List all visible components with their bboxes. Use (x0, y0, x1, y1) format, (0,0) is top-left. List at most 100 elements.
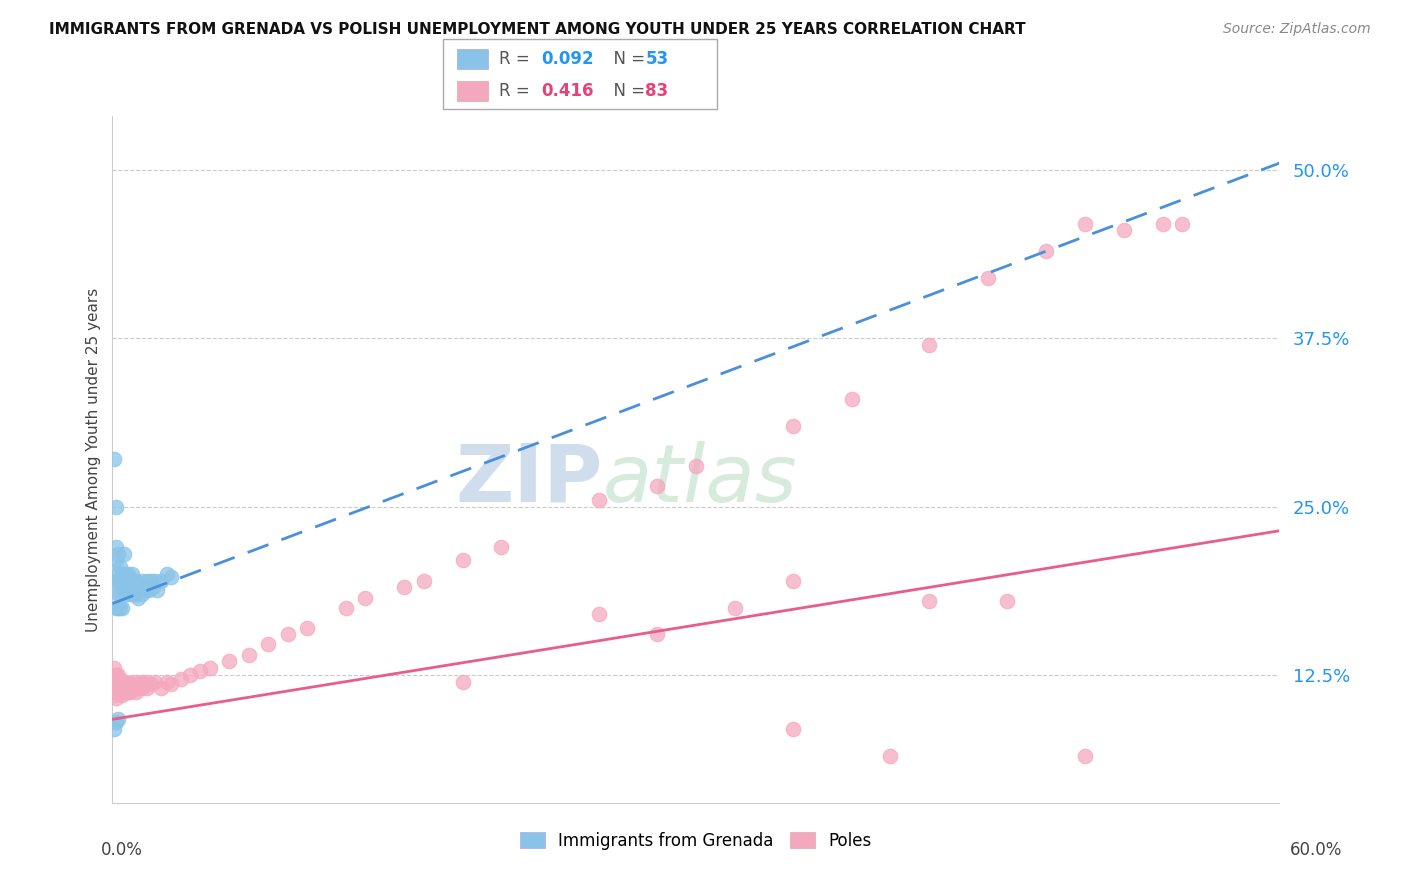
Text: 60.0%: 60.0% (1291, 840, 1343, 858)
Text: ZIP: ZIP (456, 441, 603, 519)
Point (110, 587, 132, 601)
Point (122, 674, 145, 689)
Point (107, 681, 129, 696)
Point (121, 681, 143, 696)
Text: 0.0%: 0.0% (101, 840, 143, 858)
Point (107, 587, 129, 601)
Point (1171, 217, 1194, 231)
Point (110, 685, 132, 699)
Point (125, 574, 148, 588)
Point (105, 540, 128, 554)
Point (103, 688, 125, 702)
Point (111, 674, 134, 689)
Point (107, 600, 129, 615)
Text: 0.092: 0.092 (541, 50, 593, 68)
Point (138, 582, 160, 597)
Point (115, 677, 138, 691)
Point (131, 681, 153, 696)
Point (169, 672, 191, 686)
Point (115, 685, 138, 699)
Text: atlas: atlas (603, 441, 797, 519)
Point (160, 677, 183, 691)
Point (125, 685, 148, 699)
Point (118, 587, 141, 601)
Point (1152, 217, 1174, 231)
Text: R =: R = (499, 50, 536, 68)
Point (276, 627, 298, 641)
Point (179, 668, 201, 682)
Point (451, 553, 474, 567)
Point (125, 587, 148, 601)
Point (111, 580, 134, 594)
Point (117, 685, 139, 699)
Point (111, 600, 134, 615)
Point (107, 566, 129, 581)
Point (198, 661, 221, 675)
Point (115, 587, 138, 601)
Point (111, 566, 134, 581)
Point (136, 574, 159, 588)
Point (976, 270, 998, 285)
Point (412, 574, 434, 588)
Point (127, 681, 149, 696)
Point (105, 553, 128, 567)
Point (136, 681, 159, 696)
Point (112, 681, 135, 696)
Point (685, 459, 707, 474)
Point (132, 577, 155, 591)
Point (918, 594, 941, 608)
Point (107, 574, 129, 588)
Point (110, 677, 132, 691)
Point (112, 566, 135, 581)
Text: 0.416: 0.416 (541, 82, 593, 100)
Point (122, 574, 145, 588)
Point (107, 685, 129, 699)
Point (112, 685, 135, 699)
Point (588, 492, 610, 507)
Point (105, 690, 128, 705)
Point (103, 674, 125, 689)
Point (257, 637, 280, 651)
Point (1035, 244, 1057, 258)
Point (121, 677, 143, 691)
Point (115, 674, 138, 689)
Point (110, 560, 132, 574)
Text: 53: 53 (645, 50, 668, 68)
Text: N =: N = (603, 82, 651, 100)
Point (110, 674, 132, 689)
Point (110, 574, 132, 588)
Point (111, 677, 134, 691)
Point (782, 418, 804, 433)
Point (103, 722, 125, 736)
Y-axis label: Unemployment Among Youth under 25 years: Unemployment Among Youth under 25 years (86, 287, 101, 632)
Point (141, 677, 163, 691)
Point (150, 681, 173, 696)
Point (121, 566, 143, 581)
Point (115, 566, 138, 581)
Point (394, 580, 416, 594)
Point (724, 600, 747, 615)
Point (160, 569, 183, 583)
Point (588, 607, 610, 622)
Legend: Immigrants from Grenada, Poles: Immigrants from Grenada, Poles (513, 825, 879, 856)
Point (918, 338, 941, 352)
Point (128, 677, 150, 691)
Point (118, 677, 141, 691)
Point (218, 654, 240, 668)
Point (150, 574, 173, 588)
Point (112, 580, 135, 594)
Point (1074, 217, 1097, 231)
Point (107, 672, 129, 686)
Point (146, 582, 169, 597)
Point (131, 674, 153, 689)
Point (105, 681, 128, 696)
Point (131, 587, 153, 601)
Point (135, 582, 157, 597)
Point (841, 392, 863, 406)
Point (156, 674, 179, 689)
Point (451, 674, 474, 689)
Point (111, 688, 134, 702)
Point (143, 574, 166, 588)
Point (142, 580, 165, 594)
Point (111, 681, 134, 696)
